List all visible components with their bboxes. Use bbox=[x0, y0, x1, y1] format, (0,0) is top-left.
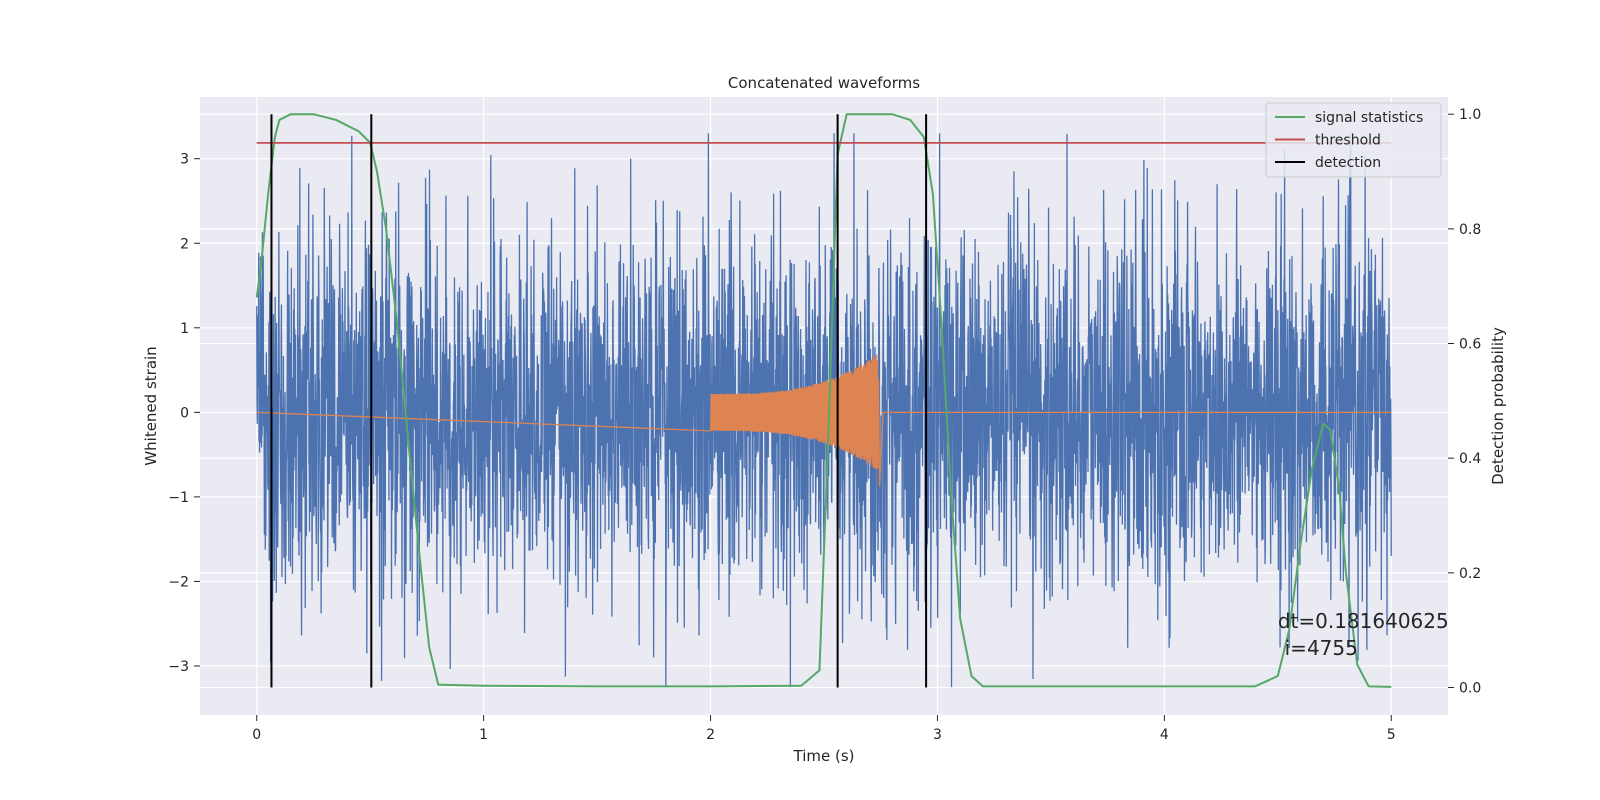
legend: signal statistics threshold detection bbox=[1265, 102, 1442, 178]
annotations: dt=0.181640625 i=4755 bbox=[1278, 609, 1449, 660]
y-tick-label: −3 bbox=[168, 659, 189, 675]
annotation-text: dt=0.181640625 bbox=[1278, 609, 1449, 633]
y-tick-label: −1 bbox=[168, 490, 189, 506]
chart-title: Concatenated waveforms bbox=[728, 74, 920, 92]
legend-label: signal statistics bbox=[1315, 110, 1423, 126]
annotation-text: i=4755 bbox=[1285, 636, 1358, 660]
series-signal-statistics bbox=[255, 113, 1392, 688]
x-tick-label: 3 bbox=[933, 727, 942, 743]
x-tick-label: 5 bbox=[1387, 727, 1396, 743]
axes: 0 1 2 3 4 5 −3 −2 −1 0 1 2 3 0.0 0.2 0.4 0.6 0.8 1.0 bbox=[168, 107, 1481, 743]
legend-box bbox=[1265, 102, 1442, 178]
y2-tick-label: 0.2 bbox=[1459, 566, 1481, 582]
series-strain bbox=[256, 133, 1392, 688]
y-tick-label: −2 bbox=[168, 574, 189, 590]
x-tick-label: 2 bbox=[706, 727, 715, 743]
x-tick-label: 0 bbox=[252, 727, 261, 743]
x-tick-label: 1 bbox=[479, 727, 488, 743]
series-template-waveform bbox=[256, 354, 1392, 487]
y-tick-label: 2 bbox=[180, 236, 189, 252]
y2-tick-label: 0.0 bbox=[1459, 680, 1481, 696]
y-tick-label: 0 bbox=[180, 405, 189, 421]
y2-tick-label: 1.0 bbox=[1459, 107, 1481, 123]
plot-area bbox=[255, 113, 1392, 688]
x-tick-label: 4 bbox=[1160, 727, 1169, 743]
legend-label: threshold bbox=[1315, 133, 1381, 149]
y2-tick-label: 0.8 bbox=[1459, 222, 1481, 238]
y2-axis-label: Detection probability bbox=[1489, 327, 1507, 485]
x-axis-label: Time (s) bbox=[793, 747, 855, 765]
y2-tick-label: 0.4 bbox=[1459, 451, 1481, 467]
y-tick-label: 1 bbox=[180, 321, 189, 337]
y-tick-label: 3 bbox=[180, 152, 189, 168]
y2-tick-label: 0.6 bbox=[1459, 337, 1481, 353]
y-axis-label: Whitened strain bbox=[142, 346, 160, 465]
legend-label: detection bbox=[1315, 155, 1381, 171]
